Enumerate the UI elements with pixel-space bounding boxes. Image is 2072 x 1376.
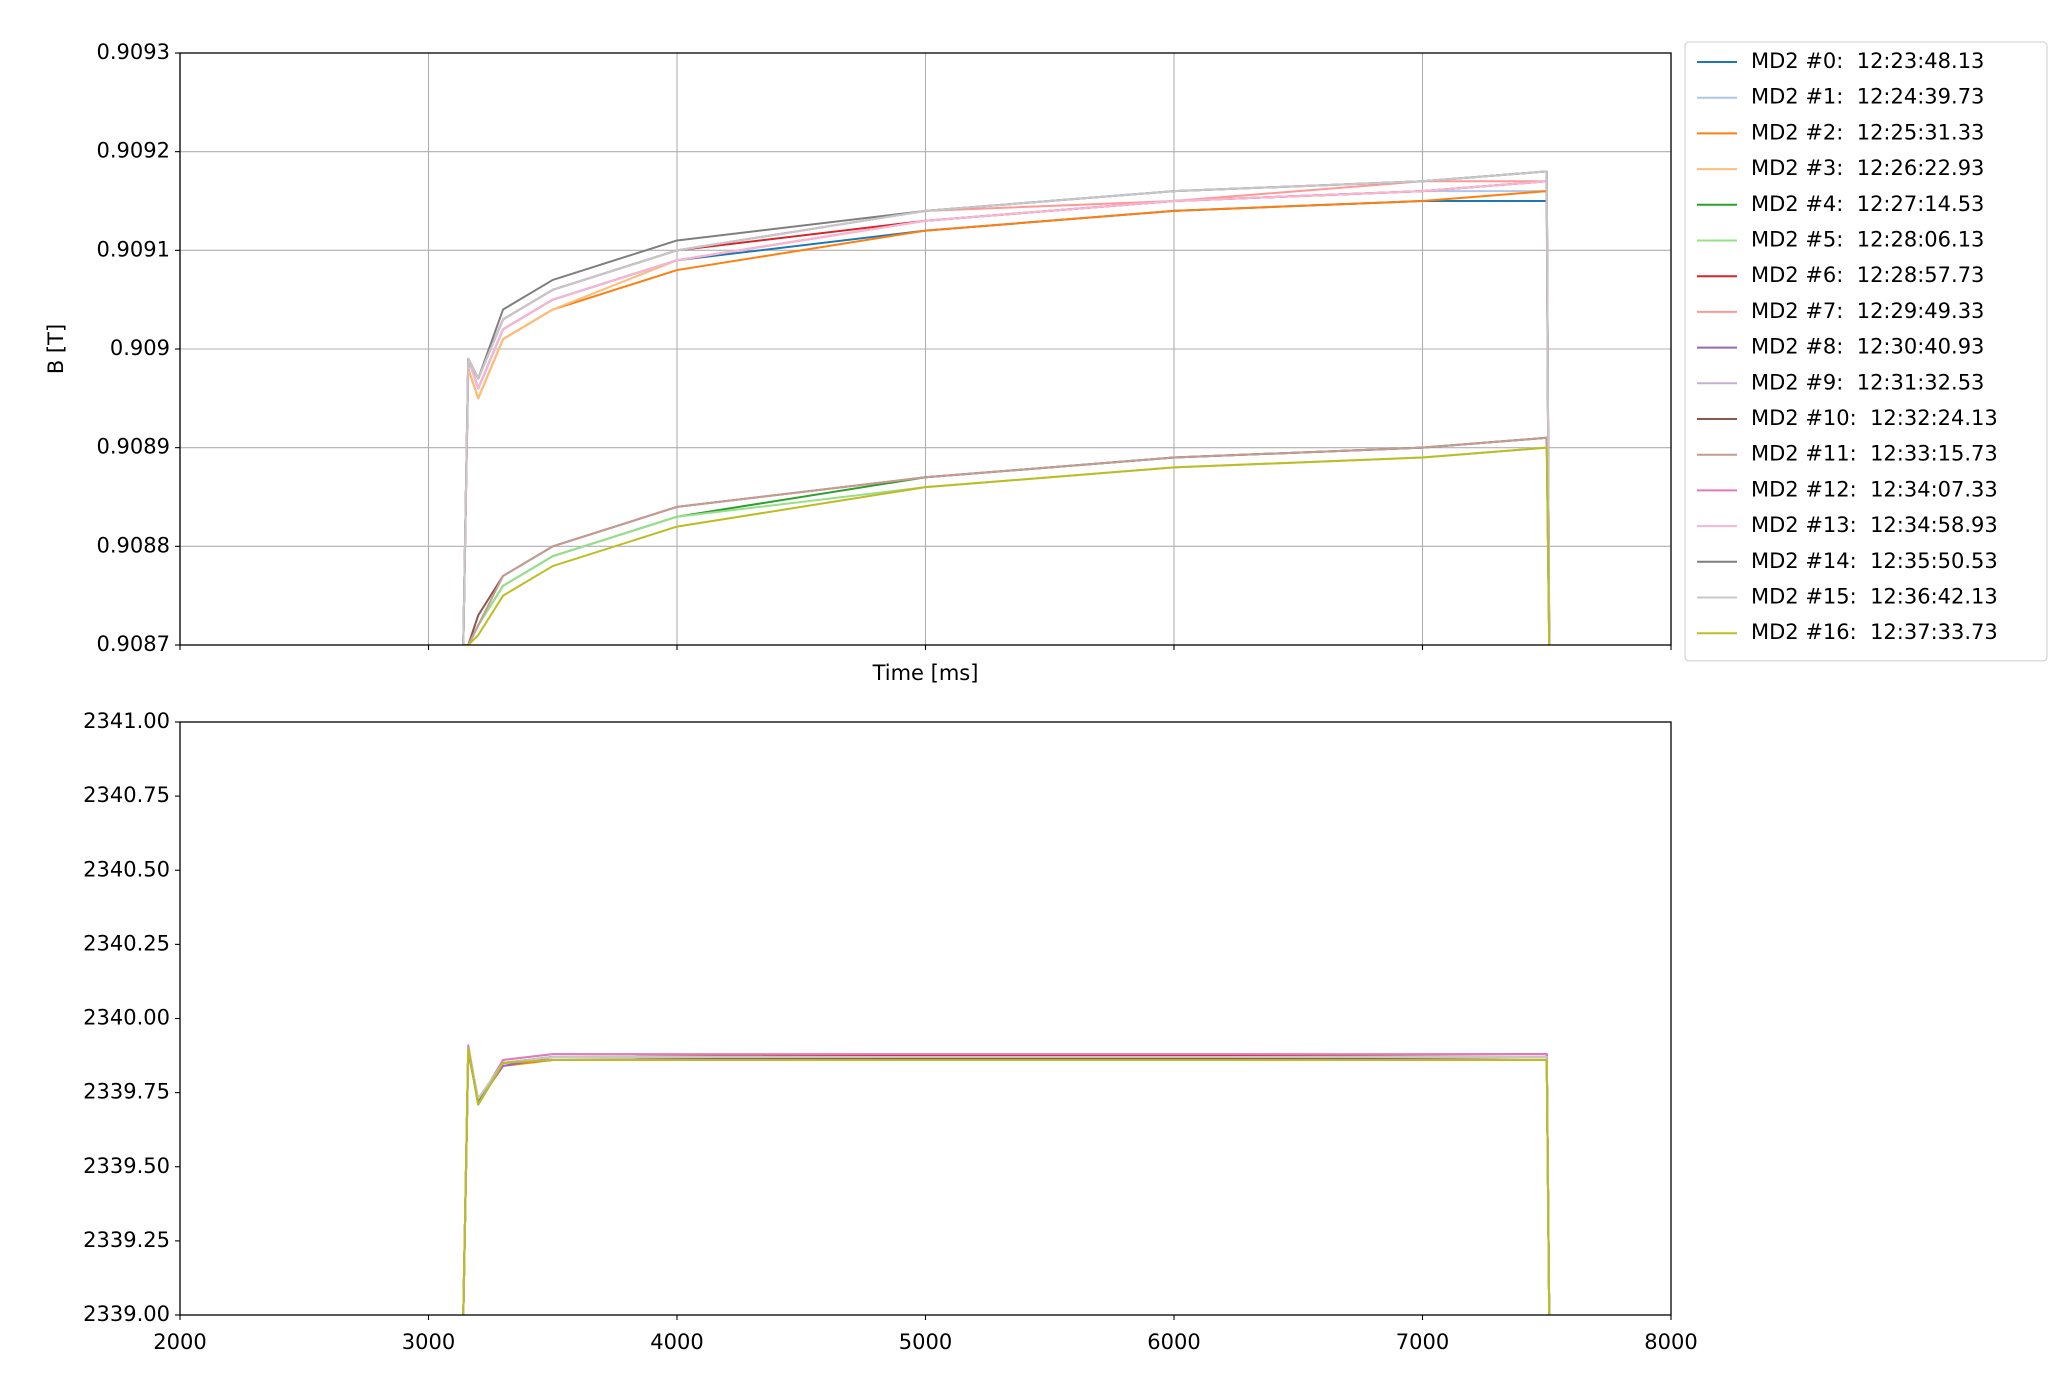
series-line xyxy=(462,1047,1551,1315)
series-line xyxy=(462,1044,1551,1315)
y-tick-label: 0.9089 xyxy=(97,435,170,459)
plot-area xyxy=(462,1044,1551,1315)
series-line xyxy=(463,436,1551,645)
y-tick-label: 0.909 xyxy=(110,336,170,360)
y-tick-label: 2339.75 xyxy=(83,1080,170,1104)
series-line xyxy=(462,1050,1551,1315)
y-tick-label: 2339.50 xyxy=(83,1154,170,1178)
y-tick-label: 0.9093 xyxy=(97,40,170,64)
legend-label: MD2 #3: 12:26:22.93 xyxy=(1751,156,1984,180)
y-tick-label: 0.9088 xyxy=(97,533,170,557)
series-line xyxy=(462,1050,1551,1315)
x-tick-label: 8000 xyxy=(1644,1330,1697,1354)
series-line xyxy=(462,1050,1551,1315)
x-tick-label: 4000 xyxy=(650,1330,703,1354)
legend-label: MD2 #5: 12:28:06.13 xyxy=(1751,228,1984,252)
y-tick-label: 0.9092 xyxy=(97,139,170,163)
y-tick-label: 0.9091 xyxy=(97,237,170,261)
series-line xyxy=(462,1047,1551,1315)
x-tick-label: 3000 xyxy=(402,1330,455,1354)
legend-label: MD2 #8: 12:30:40.93 xyxy=(1751,335,1984,359)
y-tick-label: 2341.00 xyxy=(83,709,170,733)
series-line xyxy=(462,190,1551,645)
series-line xyxy=(463,436,1551,645)
legend-label: MD2 #9: 12:31:32.53 xyxy=(1751,370,1984,394)
legend-label: MD2 #0: 12:23:48.13 xyxy=(1751,49,1984,73)
series-line xyxy=(462,180,1551,645)
legend-label: MD2 #14: 12:35:50.53 xyxy=(1751,549,1998,573)
series-line xyxy=(462,170,1551,645)
x-axis-label: Time [ms] xyxy=(872,661,979,685)
series-line xyxy=(463,446,1551,645)
series-line xyxy=(462,190,1551,645)
y-tick-label: 2340.25 xyxy=(83,931,170,955)
series-line xyxy=(462,170,1551,645)
legend-box xyxy=(1684,41,2048,662)
series-line xyxy=(462,170,1551,645)
x-tick-label: 2000 xyxy=(153,1330,206,1354)
x-tick-label: 5000 xyxy=(899,1330,952,1354)
legend-label: MD2 #6: 12:28:57.73 xyxy=(1751,263,1984,287)
series-line xyxy=(462,1047,1551,1315)
legend-label: MD2 #12: 12:34:07.33 xyxy=(1751,477,1998,501)
legend-label: MD2 #7: 12:29:49.33 xyxy=(1751,299,1984,323)
series-line xyxy=(462,1047,1551,1315)
axes-frame xyxy=(179,52,1672,646)
legend-label: MD2 #2: 12:25:31.33 xyxy=(1751,120,1984,144)
legend-label: MD2 #10: 12:32:24.13 xyxy=(1751,406,1998,430)
x-tick-label: 6000 xyxy=(1147,1330,1200,1354)
y-tick-label: 2340.50 xyxy=(83,857,170,881)
legend-label: MD2 #11: 12:33:15.73 xyxy=(1751,442,1998,466)
legend-label: MD2 #4: 12:27:14.53 xyxy=(1751,192,1984,216)
legend-label: MD2 #16: 12:37:33.73 xyxy=(1751,620,1998,644)
x-tick-label: 7000 xyxy=(1396,1330,1449,1354)
series-line xyxy=(462,1050,1551,1315)
series-line xyxy=(462,1047,1551,1315)
legend-label: MD2 #1: 12:24:39.73 xyxy=(1751,85,1984,109)
series-line xyxy=(462,1047,1551,1315)
y-tick-label: 2339.25 xyxy=(83,1228,170,1252)
plot-area xyxy=(462,170,1551,645)
y-tick-label: 2340.75 xyxy=(83,783,170,807)
legend-label: MD2 #15: 12:36:42.13 xyxy=(1751,585,1998,609)
legend-label: MD2 #13: 12:34:58.93 xyxy=(1751,513,1998,537)
y-tick-label: 0.9087 xyxy=(97,632,170,656)
series-line xyxy=(462,1047,1551,1315)
y-tick-label: 2339.00 xyxy=(83,1302,170,1326)
series-line xyxy=(462,1047,1551,1315)
y-tick-label: 2340.00 xyxy=(83,1006,170,1030)
series-line xyxy=(462,1047,1551,1315)
series-line xyxy=(462,170,1551,645)
axes-frame xyxy=(179,721,1672,1316)
series-line xyxy=(462,200,1551,645)
series-line xyxy=(462,1050,1551,1315)
series-line xyxy=(462,1047,1551,1315)
series-line xyxy=(463,436,1551,645)
series-line xyxy=(462,1047,1551,1315)
y-axis-label: B [T] xyxy=(44,324,68,374)
